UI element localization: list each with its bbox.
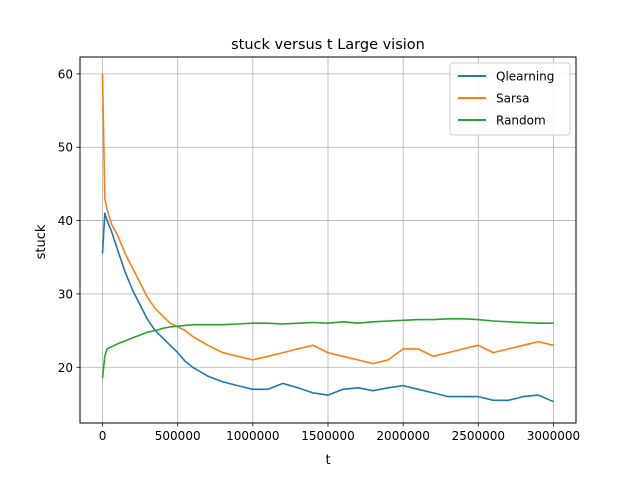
series-line-sarsa — [101, 73, 554, 365]
x-tick-label: 2500000 — [452, 429, 505, 443]
x-tick-label: 0 — [99, 429, 107, 443]
legend: Qlearning Sarsa Random — [449, 62, 571, 136]
x-axis-label: t — [325, 453, 330, 468]
axis-ticks: 0 500000 1000000 1500000 2000000 2500000 30000… — [58, 67, 580, 443]
x-tick-label: 500000 — [155, 429, 201, 443]
legend-label: Qlearning — [496, 70, 554, 84]
x-tick-label: 2000000 — [376, 429, 429, 443]
x-tick-label: 1000000 — [226, 429, 279, 443]
y-tick-label: 40 — [58, 214, 73, 228]
chart-title: stuck versus t Large vision — [231, 37, 425, 53]
y-tick-label: 60 — [58, 67, 73, 81]
series-lines — [101, 73, 554, 403]
legend-box — [449, 62, 571, 136]
y-axis-label: stuck — [34, 224, 49, 259]
legend-label: Sarsa — [496, 92, 530, 106]
series-line-qlearning — [101, 212, 554, 403]
y-tick-label: 50 — [58, 141, 73, 155]
y-tick-label: 30 — [58, 287, 73, 301]
grid — [80, 57, 576, 423]
x-tick-label: 3000000 — [527, 429, 580, 443]
legend-label: Random — [496, 114, 546, 128]
x-tick-label: 1500000 — [301, 429, 354, 443]
series-line-random — [101, 317, 554, 379]
y-tick-label: 20 — [58, 361, 73, 375]
